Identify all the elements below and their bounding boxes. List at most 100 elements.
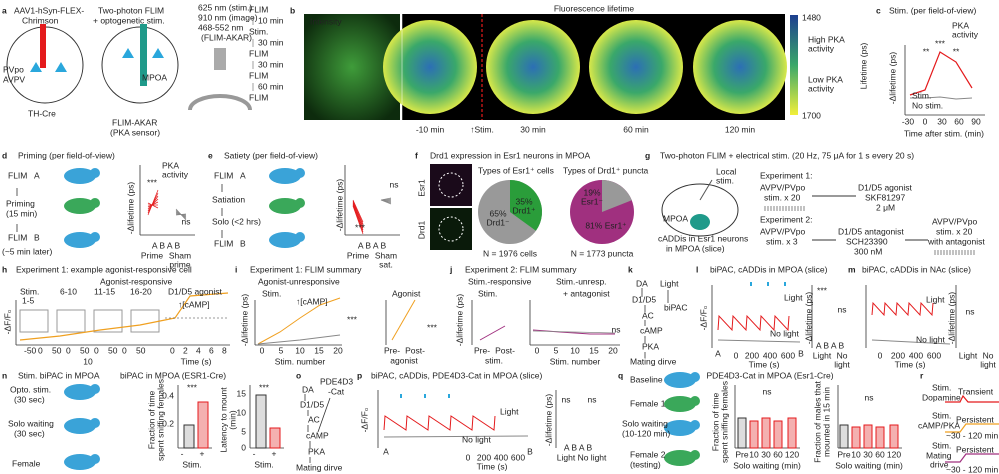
panel-label: b — [290, 5, 295, 15]
label: activity — [162, 169, 189, 179]
label: Stim. biPAC in MPOA — [18, 370, 100, 380]
label: FLIM — [214, 238, 233, 248]
trace — [717, 314, 790, 332]
label: Mating dirve — [296, 462, 343, 472]
label: Low PKA — [808, 74, 843, 84]
label: 1-5 — [22, 295, 35, 305]
label: 300 nM — [854, 246, 882, 256]
label: 30 min — [258, 59, 284, 69]
label: AVPV/PVpo — [760, 226, 805, 236]
label: MPOA — [663, 213, 688, 223]
trace — [352, 201, 364, 227]
label: (30 sec) — [14, 394, 45, 404]
label: *** — [817, 285, 828, 295]
label: Experiment 2: — [760, 214, 812, 224]
label: biPAC — [664, 302, 687, 312]
label: Stim.-responsive — [468, 276, 532, 286]
label: sat. — [379, 259, 393, 269]
label: ns — [390, 179, 399, 189]
label: Priming (per field-of-view) — [18, 150, 115, 160]
pie-slice — [602, 180, 632, 212]
label: 200 — [477, 452, 491, 462]
cell-outline — [438, 216, 464, 242]
label: B — [240, 238, 246, 248]
label: Solo waiting (min) — [733, 460, 801, 470]
label: Time (s) — [181, 356, 212, 366]
label: 0 — [923, 116, 928, 126]
trace — [383, 435, 529, 438]
trace — [352, 204, 364, 233]
label: 50 — [52, 345, 62, 355]
label: D1/D5 agonist — [168, 286, 223, 296]
label: Stim. — [478, 288, 497, 298]
label: Fluorescence lifetime — [554, 3, 635, 13]
inset — [130, 309, 160, 333]
label: 0 — [260, 345, 265, 355]
label: -Δlifetime (ps) — [543, 394, 553, 447]
trace — [383, 415, 496, 431]
label: 15 — [589, 345, 599, 355]
label: FLIM — [8, 232, 27, 242]
trace — [945, 453, 999, 463]
label: Satiation — [212, 194, 245, 204]
mouse-body — [64, 418, 96, 434]
label: mounted in 15 min — [821, 387, 831, 457]
light-pulse — [424, 394, 426, 398]
label: 5 — [279, 345, 284, 355]
label: biPAC in MPOA (ESR1-Cre) — [120, 370, 226, 380]
label: A — [383, 446, 389, 456]
label: PVpo — [3, 64, 24, 74]
label: 10 min — [258, 15, 284, 25]
label: Stim. number — [550, 356, 601, 366]
label: 600 — [781, 350, 795, 360]
label: PDE4D3-Cat in MPOA (Esr1-Cre) — [706, 370, 833, 380]
label: -Cat — [328, 386, 345, 396]
trace — [147, 198, 159, 210]
trace — [871, 301, 934, 317]
label: drive — [930, 459, 949, 469]
label: Female 1 — [630, 398, 666, 408]
trace — [147, 195, 159, 212]
label: AAV1-hSyn-FLEX- — [14, 5, 84, 15]
label: Stim. — [249, 26, 268, 36]
mouse-body — [64, 198, 96, 214]
label: 400 — [763, 350, 777, 360]
label: Light — [784, 292, 803, 302]
label: 30 — [863, 449, 873, 459]
label: AC — [642, 310, 654, 320]
label: Types of Drd1⁺ puncta — [563, 165, 649, 175]
label: Time (s) — [477, 461, 508, 471]
label: Types of Esr1⁺ cells — [478, 165, 554, 175]
label: (FLIM-AKAR) — [201, 32, 252, 42]
label: A B A B — [564, 442, 593, 452]
trace — [352, 200, 364, 225]
label: (30 sec) — [14, 428, 45, 438]
label: Stim. — [254, 459, 273, 469]
bar — [773, 420, 783, 449]
label: ** — [953, 46, 960, 56]
line — [317, 397, 331, 433]
trace — [479, 325, 506, 341]
label: 0 — [122, 345, 127, 355]
label: 0 — [878, 350, 883, 360]
label: FLIM — [249, 48, 268, 58]
label: stim. x 3 — [766, 236, 798, 246]
label: 468-552 nm — [198, 22, 243, 32]
label: Light — [500, 406, 519, 416]
label: 60 min — [623, 124, 649, 134]
label: A — [715, 348, 721, 358]
mouse-body — [64, 454, 96, 470]
lifetime-image — [486, 20, 580, 114]
neurons — [30, 62, 67, 72]
label: 10 — [237, 407, 247, 417]
label: AVPV/PVpo — [932, 216, 977, 226]
light-pulse — [784, 282, 786, 286]
label: Transient — [958, 386, 994, 396]
label: 10 — [851, 449, 861, 459]
label: 6 — [209, 345, 214, 355]
label: 50 — [108, 345, 118, 355]
label: FLIM — [249, 70, 268, 80]
mouse-head — [690, 420, 700, 430]
mouse-head — [690, 450, 700, 460]
label: Pre- — [474, 345, 490, 355]
